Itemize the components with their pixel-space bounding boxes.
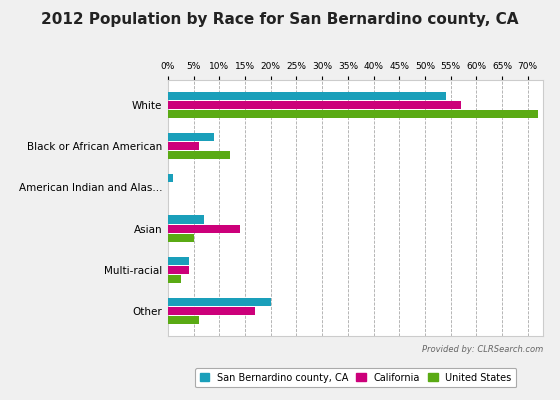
Bar xyxy=(168,174,173,182)
Text: 2012 Population by Race for San Bernardino county, CA: 2012 Population by Race for San Bernardi… xyxy=(41,12,519,27)
Bar xyxy=(168,224,240,233)
Text: Provided by: CLRSearch.com: Provided by: CLRSearch.com xyxy=(422,345,543,354)
Bar xyxy=(168,151,230,159)
Legend: San Bernardino county, CA, California, United States: San Bernardino county, CA, California, U… xyxy=(195,368,516,388)
Bar xyxy=(168,101,461,109)
Bar xyxy=(168,92,446,100)
Bar xyxy=(168,257,189,265)
Bar xyxy=(168,133,214,141)
Bar xyxy=(168,298,271,306)
Bar xyxy=(168,216,204,224)
Bar xyxy=(168,266,189,274)
Bar xyxy=(168,110,538,118)
Bar xyxy=(168,234,194,242)
Bar xyxy=(168,275,181,283)
Bar xyxy=(168,316,199,324)
Bar xyxy=(168,307,255,315)
Bar xyxy=(168,142,199,150)
